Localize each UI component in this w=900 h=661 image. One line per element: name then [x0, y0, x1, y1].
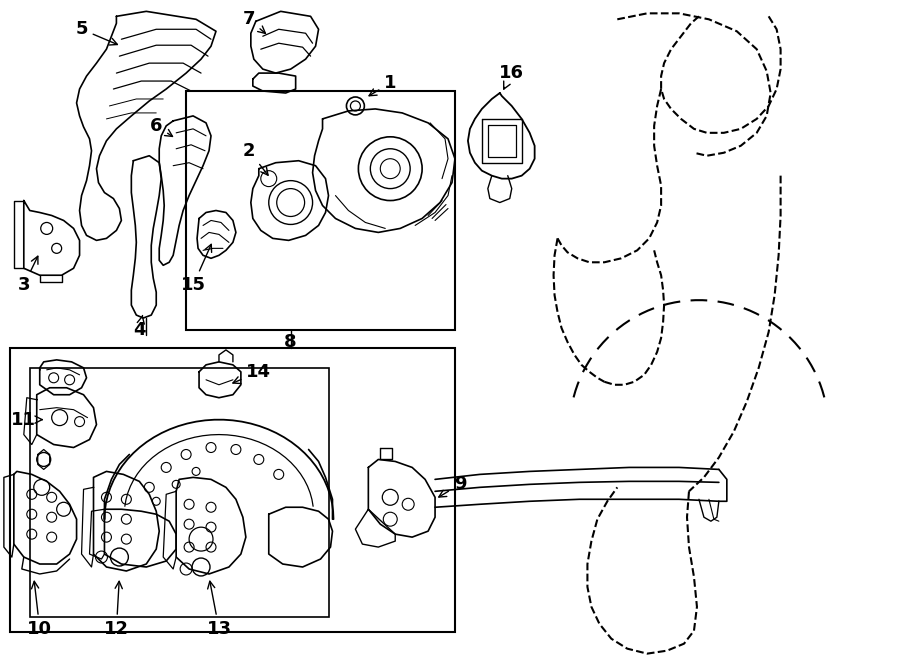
Text: 13: 13 — [206, 581, 231, 638]
Text: 1: 1 — [369, 74, 397, 96]
Text: 7: 7 — [243, 11, 266, 34]
Text: 6: 6 — [150, 117, 173, 136]
Text: 15: 15 — [181, 245, 211, 294]
Text: 8: 8 — [284, 333, 297, 351]
Text: 16: 16 — [500, 64, 524, 89]
Text: 14: 14 — [233, 363, 271, 383]
Text: 12: 12 — [104, 581, 129, 638]
Text: 10: 10 — [27, 581, 52, 638]
Text: 3: 3 — [17, 256, 38, 294]
Text: 4: 4 — [133, 315, 146, 339]
Text: 2: 2 — [243, 141, 268, 175]
Text: 9: 9 — [439, 475, 466, 497]
Text: 5: 5 — [76, 20, 117, 45]
Text: 11: 11 — [12, 410, 42, 428]
Bar — [186, 91, 455, 330]
Bar — [10, 348, 455, 632]
Bar — [30, 368, 328, 617]
